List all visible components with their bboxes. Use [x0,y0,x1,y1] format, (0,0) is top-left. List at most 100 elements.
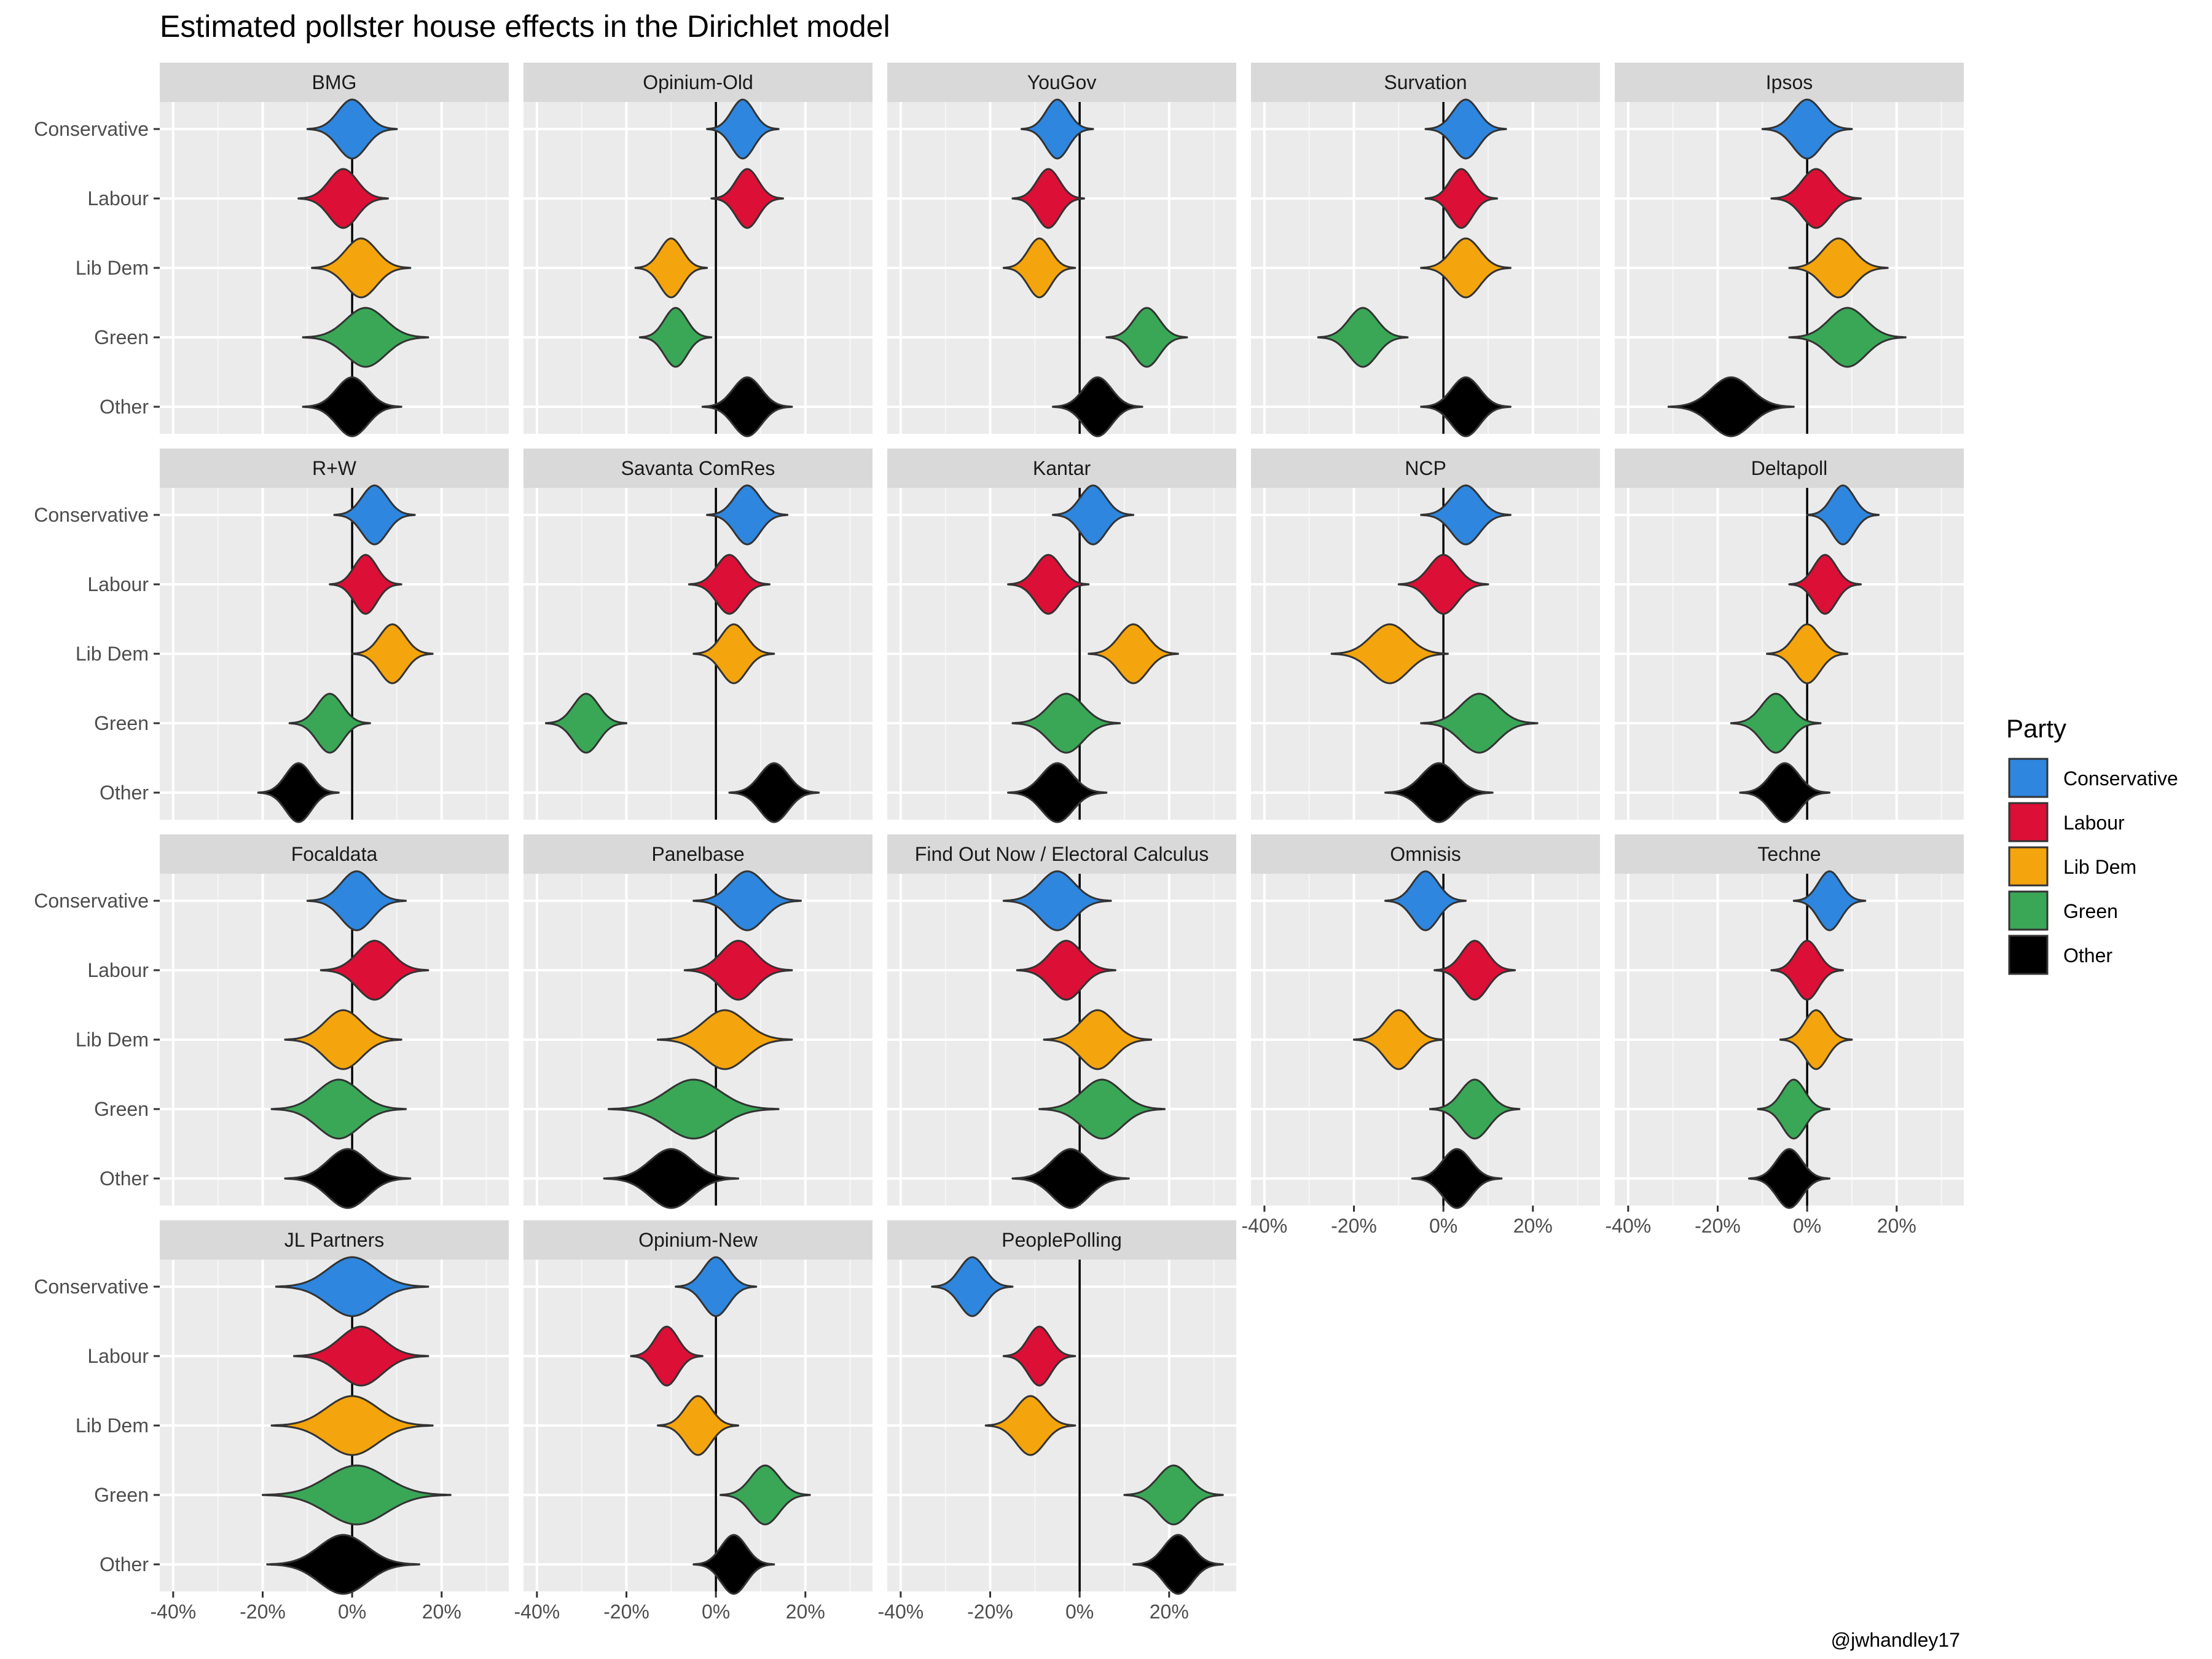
strip-background [887,1220,1236,1260]
violin-lib-dem [1043,1009,1153,1070]
violin-other [302,376,402,437]
violin-conservative [675,1256,758,1317]
violin-green [1011,692,1121,754]
violin-labour [1770,168,1862,229]
strip-label: Opinium-Old [643,71,753,93]
violin-other [284,1148,412,1209]
x-tick-label: 0% [1429,1215,1457,1237]
y-tick-label: Labour [87,573,149,595]
strip-background [524,834,873,874]
strip-label: Techne [1757,843,1821,865]
strip-label: Focaldata [291,843,378,865]
violin-labour [329,554,402,615]
violin-other [1667,376,1795,437]
panel-bmg: BMG Conservative Labour Lib Dem Green Other [34,63,509,437]
violin-green [607,1078,780,1140]
violin-labour [1433,939,1516,1001]
violin-green [1788,307,1907,368]
violin-labour [1397,554,1489,615]
violin-conservative [1002,870,1112,931]
violin-other [603,1148,739,1209]
violin-labour [293,1325,429,1387]
y-tick-label: Conservative [34,504,149,526]
violin-green [1429,1078,1521,1140]
strip-background [160,449,509,488]
violin-green [719,1464,811,1526]
strip-label: Omnisis [1390,843,1461,865]
violin-green [288,692,371,754]
panel-focaldata: Focaldata Conservative Labour Lib Dem Green O… [34,834,509,1209]
y-tick-label: Other [100,782,149,804]
violin-lib-dem [1788,237,1889,299]
strip-background [524,449,873,488]
violin-labour [710,168,784,229]
violin-other [1051,376,1143,437]
panel-ipsos: Ipsos [1615,63,1964,437]
panel-ncp: NCP [1251,449,1600,823]
x-tick-label: 0% [702,1601,730,1623]
legend-swatch-labour [2008,802,2049,842]
violin-conservative [1420,484,1512,546]
strip-background [1615,449,1964,488]
violin-conservative [333,484,416,546]
legend-title: Party [2006,714,2066,743]
panel-savanta-comres: Savanta ComRes [524,449,873,823]
violin-green [1757,1078,1830,1140]
violin-labour [1770,939,1844,1001]
x-tick-label: -20% [1695,1215,1741,1237]
legend-swatch-lib-dem [2008,846,2049,887]
y-tick-label: Lib Dem [76,1029,149,1051]
panel-deltapoll: Deltapoll [1615,449,1964,823]
y-tick-label: Labour [87,187,149,210]
panel-peoplepolling: PeoplePolling -40% -20% 0% 20% [877,1220,1236,1623]
violin-lib-dem [270,1395,434,1456]
y-tick-label: Green [94,326,149,348]
legend: Party Conservative Labour Lib Dem Green Othe… [2006,714,2178,976]
violin-lib-dem [351,623,434,684]
violin-labour [1007,554,1090,615]
panel-kantar: Kantar [887,449,1236,823]
violin-conservative [1424,98,1507,160]
violin-other [266,1534,420,1595]
x-tick-label: 0% [338,1601,366,1623]
strip-background [1251,834,1600,874]
violin-conservative [1021,98,1094,160]
legend-label-green: Green [2063,900,2118,922]
violin-green [1038,1078,1166,1140]
violin-lib-dem [1353,1009,1445,1070]
violin-other [701,376,793,437]
violin-green [1105,307,1188,368]
strip-label: Kantar [1033,457,1091,479]
violin-green [1123,1464,1224,1526]
violin-conservative [306,870,407,931]
violin-labour [320,939,429,1001]
violin-other [728,762,820,823]
violin-conservative [931,1256,1014,1317]
strip-label: R+W [312,457,357,479]
violin-labour [1788,554,1862,615]
strip-background [887,63,1236,102]
panel-techne: Techne -40% -20% 0% 20% [1605,834,1964,1237]
x-tick-label: -40% [1241,1215,1287,1237]
violin-labour [1016,939,1116,1001]
violin-conservative [306,98,398,160]
y-tick-label: Lib Dem [76,257,149,279]
y-tick-label: Labour [87,959,149,981]
strip-background [524,1220,873,1260]
violin-lib-dem [984,1395,1077,1456]
violin-conservative [1051,484,1134,546]
violin-other [1007,762,1108,823]
y-tick-label: Lib Dem [76,1414,149,1437]
violin-conservative [1792,870,1867,931]
violin-conservative [706,484,789,546]
violin-labour [1011,168,1085,229]
strip-background [160,1220,509,1260]
violin-conservative [275,1256,429,1317]
violin-conservative [706,98,780,160]
panel-yougov: YouGov [887,63,1236,437]
violin-labour [1002,1325,1077,1387]
violin-lib-dem [657,1395,739,1456]
violin-other [1420,376,1512,437]
panel-jl-partners: JL Partners Conservative Labour Lib Dem Gree… [34,1220,509,1623]
